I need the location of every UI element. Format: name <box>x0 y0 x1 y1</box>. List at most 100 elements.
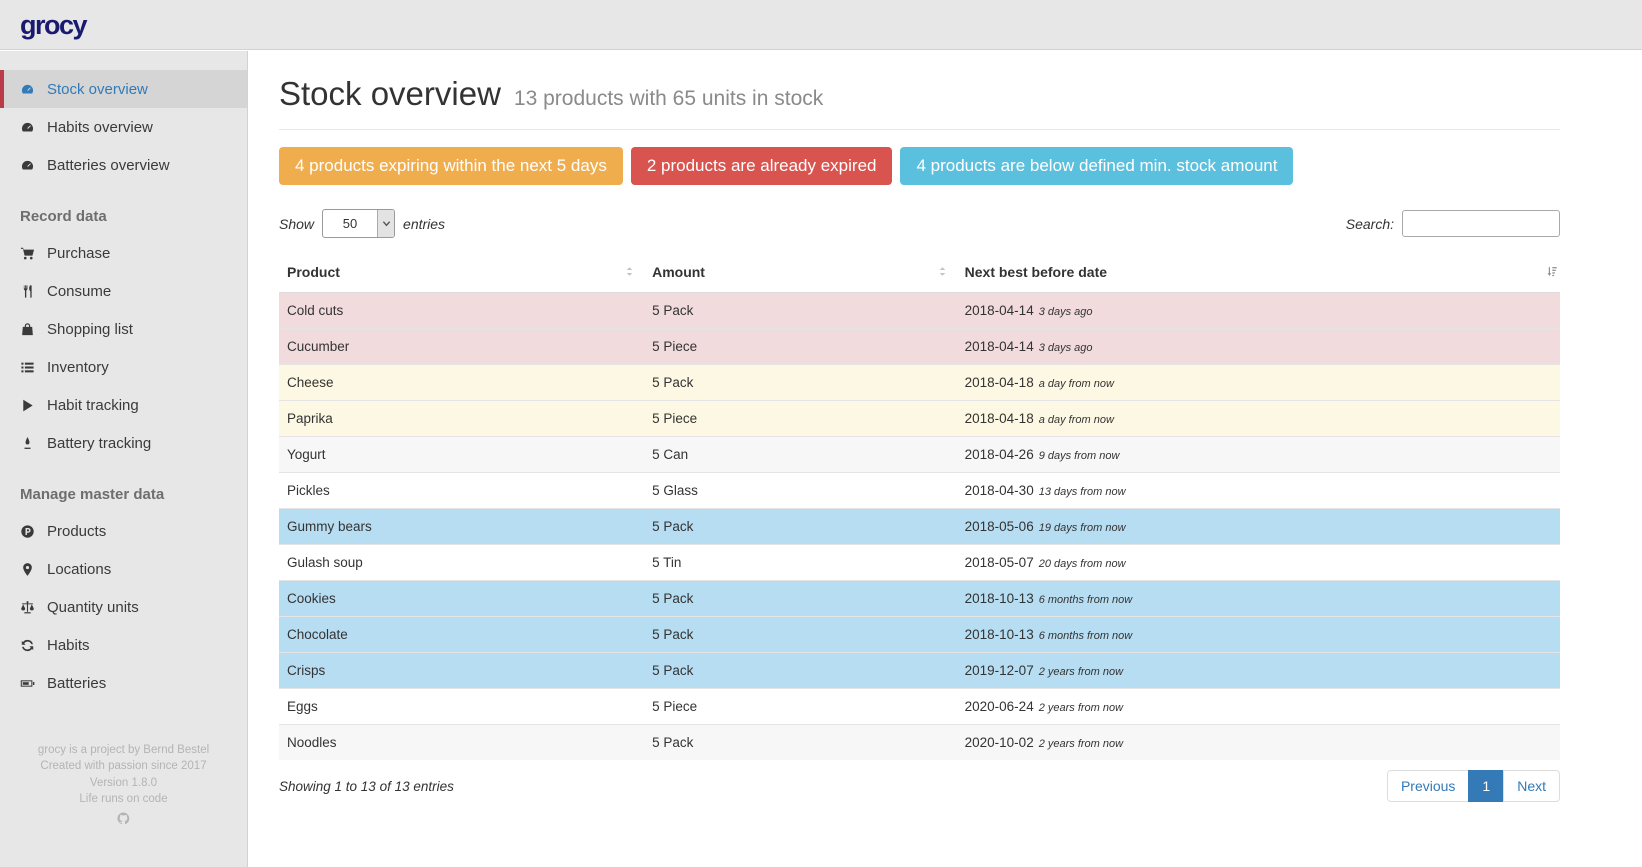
date-value: 2018-05-07 <box>964 555 1034 570</box>
table-row[interactable]: Paprika 5 Piece 2018-04-18 a day from now <box>279 400 1560 437</box>
entries-per-page-select[interactable]: 50 <box>322 209 396 238</box>
date-value: 2018-04-14 <box>964 339 1034 354</box>
shopping-bag-icon <box>20 322 40 337</box>
table-row[interactable]: Pickles 5 Glass 2018-04-30 13 days from n… <box>279 472 1560 509</box>
sidebar-item-habit-tracking[interactable]: Habit tracking <box>0 386 247 424</box>
product-cell: Noodles <box>279 724 645 760</box>
product-cell: Cookies <box>279 580 645 617</box>
date-relative: 19 days from now <box>1038 522 1126 534</box>
date-cell: 2018-04-18 a day from now <box>956 400 1560 437</box>
date-relative: 20 days from now <box>1038 558 1126 570</box>
date-value: 2018-04-30 <box>964 483 1034 498</box>
cart-icon <box>20 246 40 261</box>
amount-cell: 5 Tin <box>644 544 957 581</box>
amount-cell: 5 Pack <box>644 508 957 545</box>
top-navbar: grocy <box>0 0 1642 50</box>
table-row[interactable]: Cucumber 5 Piece 2018-04-14 3 days ago <box>279 328 1560 365</box>
sidebar-item-label: Shopping list <box>47 320 133 338</box>
date-value: 2018-10-13 <box>964 591 1034 606</box>
product-cell: Cold cuts <box>279 292 645 329</box>
tachometer-icon <box>20 82 40 97</box>
sidebar-item-purchase[interactable]: Purchase <box>0 234 247 272</box>
sidebar-item-locations[interactable]: Locations <box>0 550 247 588</box>
table-row[interactable]: Crisps 5 Pack 2019-12-07 2 years from now <box>279 652 1560 689</box>
page-title: Stock overview <box>279 75 501 112</box>
page-number-button[interactable]: 1 <box>1468 770 1505 802</box>
date-cell: 2018-10-13 6 months from now <box>956 580 1560 617</box>
product-cell: Paprika <box>279 400 645 437</box>
date-cell: 2018-10-13 6 months from now <box>956 616 1560 653</box>
date-cell: 2020-10-02 2 years from now <box>956 724 1560 760</box>
table-row[interactable]: Cold cuts 5 Pack 2018-04-14 3 days ago <box>279 292 1560 329</box>
product-cell: Eggs <box>279 688 645 725</box>
expired-products-alert-button[interactable]: 2 products are already expired <box>630 147 893 185</box>
stock-table: Product Amount Next best before date <box>279 255 1560 760</box>
date-relative: 2 years from now <box>1038 666 1124 678</box>
sidebar-item-products[interactable]: Products <box>0 512 247 550</box>
sidebar-item-label: Inventory <box>47 358 109 376</box>
table-row[interactable]: Cookies 5 Pack 2018-10-13 6 months from n… <box>279 580 1560 617</box>
pagination: Previous 1 Next <box>1386 770 1560 802</box>
sidebar-footer: grocy is a project by Bernd Bestel Creat… <box>0 742 247 832</box>
search-input[interactable] <box>1402 210 1560 237</box>
entries-label: entries <box>403 215 446 232</box>
sidebar-item-stock-overview[interactable]: Stock overview <box>0 70 247 108</box>
below-min-stock-alert-button[interactable]: 4 products are below defined min. stock … <box>900 147 1294 185</box>
next-page-button[interactable]: Next <box>1503 770 1560 802</box>
table-row[interactable]: Noodles 5 Pack 2020-10-02 2 years from no… <box>279 724 1560 760</box>
date-cell: 2018-04-18 a day from now <box>956 364 1560 401</box>
date-relative: 6 months from now <box>1038 594 1133 606</box>
sidebar-section-manage-master-data: Manage master data <box>20 486 165 503</box>
amount-cell: 5 Piece <box>644 328 957 365</box>
date-relative: 9 days from now <box>1038 450 1120 462</box>
sidebar-item-label: Batteries <box>47 674 107 692</box>
sidebar-section-record-data: Record data <box>20 208 107 225</box>
table-row[interactable]: Gummy bears 5 Pack 2018-05-06 19 days fro… <box>279 508 1560 545</box>
sidebar-item-habits-overview[interactable]: Habits overview <box>0 108 247 146</box>
date-value: 2020-10-02 <box>964 735 1034 750</box>
tachometer-icon <box>20 120 40 135</box>
utensils-icon <box>20 284 40 299</box>
expiring-products-alert-button[interactable]: 4 products expiring within the next 5 da… <box>279 147 623 185</box>
sidebar-item-battery-tracking[interactable]: Battery tracking <box>0 424 247 462</box>
main-content: Stock overview 13 products with 65 units… <box>249 51 1642 867</box>
sidebar-item-batteries[interactable]: Batteries <box>0 664 247 702</box>
date-value: 2018-10-13 <box>964 627 1034 642</box>
sidebar-item-label: Purchase <box>47 244 111 262</box>
chevron-down-icon <box>377 210 395 237</box>
battery-icon <box>20 676 40 691</box>
sidebar-item-consume[interactable]: Consume <box>0 272 247 310</box>
product-cell: Gulash soup <box>279 544 645 581</box>
table-row[interactable]: Gulash soup 5 Tin 2018-05-07 20 days from… <box>279 544 1560 581</box>
sidebar-item-batteries-overview[interactable]: Batteries overview <box>0 146 247 184</box>
previous-page-button[interactable]: Previous <box>1386 770 1470 802</box>
date-cell: 2018-04-14 3 days ago <box>956 328 1560 365</box>
table-row[interactable]: Chocolate 5 Pack 2018-10-13 6 months from… <box>279 616 1560 653</box>
app-logo[interactable]: grocy <box>20 10 88 40</box>
sync-icon <box>20 638 40 653</box>
table-row[interactable]: Eggs 5 Piece 2020-06-24 2 years from now <box>279 688 1560 725</box>
column-header-next-best-before-date[interactable]: Next best before date <box>956 255 1560 293</box>
sidebar-item-label: Stock overview <box>47 80 148 98</box>
list-icon <box>20 360 40 375</box>
sidebar-item-inventory[interactable]: Inventory <box>0 348 247 386</box>
github-icon[interactable] <box>116 811 131 832</box>
sidebar-item-shopping-list[interactable]: Shopping list <box>0 310 247 348</box>
page-subtitle: 13 products with 65 units in stock <box>513 87 824 110</box>
table-row[interactable]: Yogurt 5 Can 2018-04-26 9 days from now <box>279 436 1560 473</box>
date-value: 2018-04-26 <box>964 447 1034 462</box>
date-cell: 2018-04-30 13 days from now <box>956 472 1560 509</box>
product-cell: Gummy bears <box>279 508 645 545</box>
column-header-amount[interactable]: Amount <box>644 255 957 293</box>
search-label: Search: <box>1345 215 1394 232</box>
table-row[interactable]: Cheese 5 Pack 2018-04-18 a day from now <box>279 364 1560 401</box>
sidebar-item-quantity-units[interactable]: Quantity units <box>0 588 247 626</box>
product-cell: Pickles <box>279 472 645 509</box>
column-header-product[interactable]: Product <box>279 255 645 293</box>
product-cell: Cheese <box>279 364 645 401</box>
date-value: 2018-04-18 <box>964 375 1034 390</box>
sidebar-item-label: Batteries overview <box>47 156 170 174</box>
sidebar-item-habits[interactable]: Habits <box>0 626 247 664</box>
date-relative: 2 years from now <box>1038 702 1124 714</box>
amount-cell: 5 Pack <box>644 616 957 653</box>
